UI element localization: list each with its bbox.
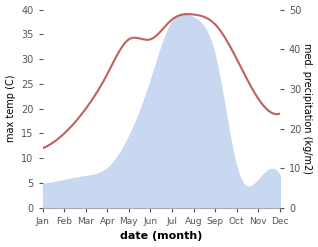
X-axis label: date (month): date (month) — [120, 231, 203, 242]
Y-axis label: max temp (C): max temp (C) — [5, 75, 16, 143]
Y-axis label: med. precipitation (kg/m2): med. precipitation (kg/m2) — [302, 43, 313, 174]
